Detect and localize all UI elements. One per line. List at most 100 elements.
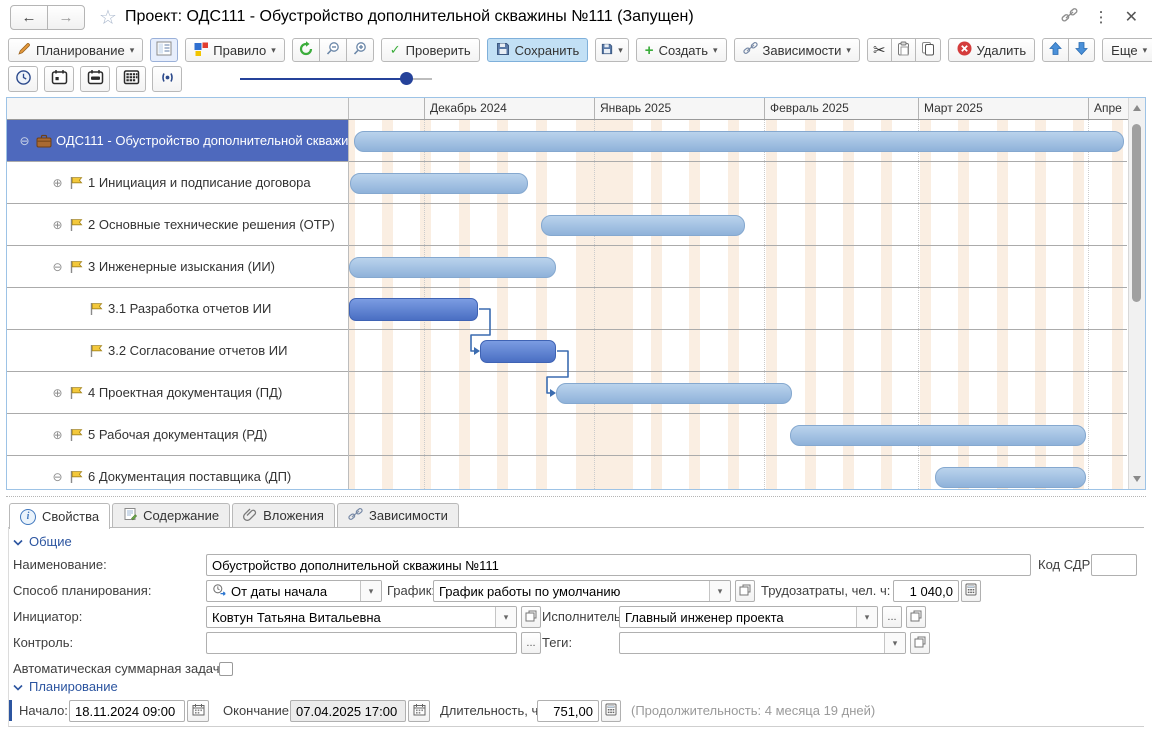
date-picker-button[interactable] xyxy=(408,700,430,722)
more-button[interactable]: Еще ▾ xyxy=(1102,38,1152,62)
calculator-icon xyxy=(605,703,617,719)
month-gridline xyxy=(918,120,919,489)
expand-toggle-icon[interactable]: ⊕ xyxy=(52,427,63,442)
select-button[interactable]: ... xyxy=(882,606,902,628)
gantt-bar[interactable] xyxy=(350,173,528,194)
open-form-button[interactable] xyxy=(521,606,541,628)
cut-button[interactable]: ✂ xyxy=(866,38,892,62)
scrollbar-thumb[interactable] xyxy=(1132,124,1141,302)
planning-menu-button[interactable]: Планирование ▾ xyxy=(8,38,144,62)
outline-view-button[interactable] xyxy=(150,38,179,62)
gantt-task-row[interactable]: ⊕ 1 Инициация и подписание договора xyxy=(7,162,348,204)
move-up-button[interactable] xyxy=(1042,38,1070,62)
gantt-task-row[interactable]: ⊕ 4 Проектная документация (ПД) xyxy=(7,372,348,414)
zoom-slider[interactable] xyxy=(240,66,432,92)
check-button[interactable]: ✓ Проверить xyxy=(380,38,480,62)
dropdown-button[interactable]: ▾ xyxy=(856,607,877,627)
panel-splitter[interactable] xyxy=(6,496,1146,497)
effort-input[interactable] xyxy=(893,580,959,602)
dropdown-button[interactable]: ▾ xyxy=(884,633,905,653)
scale-auto-button[interactable] xyxy=(152,65,182,92)
executor-combo[interactable]: Главный инженер проекта ▾ xyxy=(619,606,878,628)
gantt-task-row[interactable]: 3.1 Разработка отчетов ИИ xyxy=(7,288,348,330)
expand-toggle-icon[interactable]: ⊕ xyxy=(52,385,63,400)
name-input[interactable] xyxy=(206,554,1031,576)
expand-toggle-icon[interactable]: ⊖ xyxy=(52,259,63,274)
gantt-bar[interactable] xyxy=(354,131,1124,152)
date-picker-button[interactable] xyxy=(187,700,209,722)
section-general[interactable]: Общие xyxy=(13,534,72,549)
scale-month-button[interactable] xyxy=(116,65,146,92)
tab-properties[interactable]: i Свойства xyxy=(9,503,111,529)
rule-menu-button[interactable]: Правило ▾ xyxy=(185,38,285,62)
expand-toggle-icon[interactable]: ⊕ xyxy=(52,175,63,190)
gantt-task-row[interactable]: ⊕ 5 Рабочая документация (РД) xyxy=(7,414,348,456)
gantt-task-row[interactable]: 3.2 Согласование отчетов ИИ xyxy=(7,330,348,372)
paste-button[interactable] xyxy=(890,38,916,62)
dependencies-menu-button[interactable]: Зависимости ▾ xyxy=(733,38,860,62)
gantt-task-row[interactable]: ⊖ 3 Инженерные изыскания (ИИ) xyxy=(7,246,348,288)
expand-toggle-icon[interactable]: ⊖ xyxy=(52,469,63,484)
dropdown-button[interactable]: ▾ xyxy=(495,607,516,627)
tags-combo[interactable]: ▾ xyxy=(619,632,906,654)
copy-button[interactable] xyxy=(914,38,941,62)
calculator-icon xyxy=(965,583,977,599)
zoom-out-button[interactable] xyxy=(318,38,347,62)
calculator-button[interactable] xyxy=(601,700,621,722)
save-options-button[interactable]: ▾ xyxy=(595,38,629,62)
open-form-button[interactable] xyxy=(906,606,926,628)
schedule-combo[interactable]: График работы по умолчанию ▾ xyxy=(433,580,731,602)
gantt-bar[interactable] xyxy=(556,383,792,404)
start-date-input[interactable] xyxy=(69,700,185,722)
refresh-button[interactable] xyxy=(291,38,320,62)
duration-input[interactable] xyxy=(537,700,599,722)
gantt-bar[interactable] xyxy=(349,257,556,278)
expand-toggle-icon[interactable]: ⊕ xyxy=(52,217,63,232)
tab-content[interactable]: Содержание xyxy=(112,503,231,527)
end-date-input[interactable] xyxy=(290,700,406,722)
open-form-button[interactable] xyxy=(910,632,930,654)
tab-dependencies[interactable]: Зависимости xyxy=(336,503,459,527)
get-link-icon[interactable] xyxy=(1061,8,1078,26)
gantt-bar[interactable] xyxy=(541,215,745,236)
scroll-down-icon[interactable] xyxy=(1133,476,1141,482)
tab-attachments[interactable]: Вложения xyxy=(232,503,335,527)
wbs-code-input[interactable] xyxy=(1091,554,1137,576)
expand-toggle-icon[interactable]: ⊖ xyxy=(19,133,30,148)
create-menu-button[interactable]: + Создать ▾ xyxy=(635,38,727,62)
gantt-task-row[interactable]: ⊖ 6 Документация поставщика (ДП) xyxy=(7,456,348,489)
dropdown-button[interactable]: ▾ xyxy=(360,581,381,601)
scale-hour-button[interactable] xyxy=(8,65,38,92)
auto-summary-checkbox[interactable] xyxy=(219,662,233,676)
delete-button[interactable]: Удалить xyxy=(947,38,1036,62)
forward-button[interactable]: → xyxy=(47,4,85,30)
initiator-combo[interactable]: Ковтун Татьяна Витальевна ▾ xyxy=(206,606,517,628)
row-gridline xyxy=(349,203,1127,204)
planning-method-combo[interactable]: От даты начала ▾ xyxy=(206,580,382,602)
gantt-bar[interactable] xyxy=(790,425,1086,446)
open-form-button[interactable] xyxy=(735,580,755,602)
gantt-bar[interactable] xyxy=(935,467,1086,488)
favorite-star-icon[interactable]: ☆ xyxy=(99,6,117,29)
gantt-task-row[interactable]: ⊕ 2 Основные технические решения (ОТР) xyxy=(7,204,348,246)
select-button[interactable]: ... xyxy=(521,632,541,654)
save-button[interactable]: Сохранить xyxy=(486,38,589,62)
close-icon[interactable]: ✕ xyxy=(1124,9,1138,26)
slider-thumb[interactable] xyxy=(400,72,413,85)
gantt-bar[interactable] xyxy=(480,340,556,363)
control-input[interactable] xyxy=(206,632,517,654)
calendar-week-icon-button[interactable] xyxy=(80,65,110,92)
gantt-bar[interactable] xyxy=(349,298,478,321)
vertical-scrollbar[interactable] xyxy=(1128,98,1145,489)
move-down-button[interactable] xyxy=(1068,38,1096,62)
gantt-task-row[interactable]: ⊖ ОДС111 - Обустройство дополнительной ск… xyxy=(7,120,348,162)
scale-day-button[interactable] xyxy=(44,65,74,92)
calculator-button[interactable] xyxy=(961,580,981,602)
more-menu-icon[interactable]: ⋮ xyxy=(1093,9,1109,26)
section-planning[interactable]: Планирование xyxy=(13,679,118,694)
row-gridline xyxy=(349,287,1127,288)
dropdown-button[interactable]: ▾ xyxy=(709,581,730,601)
scroll-up-icon[interactable] xyxy=(1133,105,1141,111)
back-button[interactable]: ← xyxy=(10,4,48,30)
zoom-in-button[interactable] xyxy=(345,38,374,62)
